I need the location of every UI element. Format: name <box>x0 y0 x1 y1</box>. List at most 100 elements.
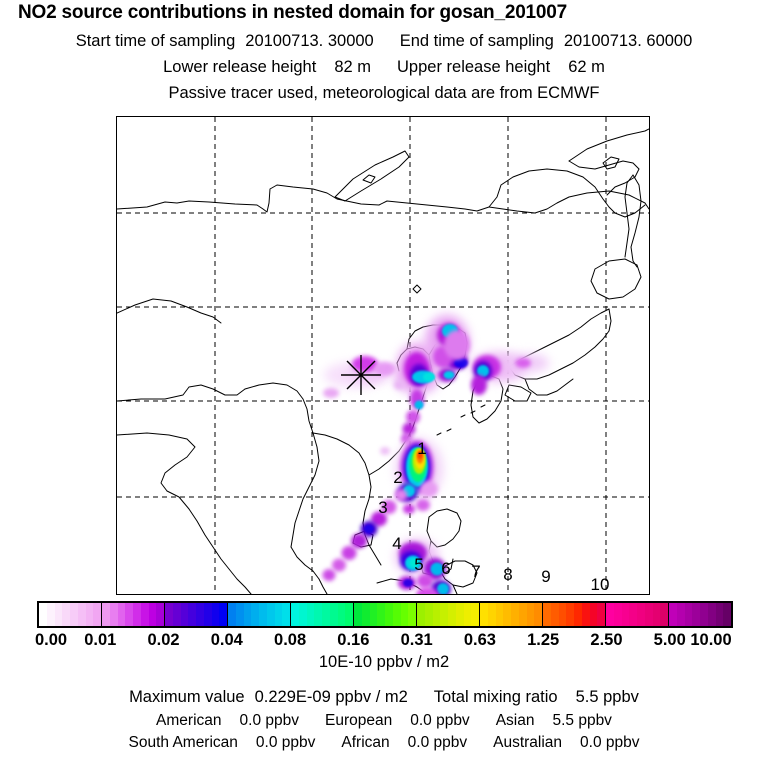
colorbar-band-1-2 <box>117 603 126 626</box>
colorbar-band-4-7 <box>345 603 353 626</box>
colorbar-band-3-0 <box>228 603 236 626</box>
region-value-australian: 0.0 ppbv <box>580 734 640 751</box>
colorbar-band-5-5 <box>392 603 401 626</box>
colorbar-band-2-5 <box>203 603 212 626</box>
colorbar-band-2-0 <box>165 603 173 626</box>
colorbar-tick-9: 2.50 <box>590 631 623 649</box>
colorbar-band-6-2 <box>432 603 441 626</box>
colorbar-tick-8: 1.25 <box>527 631 560 649</box>
colorbar-band-3-6 <box>274 603 283 626</box>
colorbar-band-5-3 <box>377 603 385 626</box>
colorbar-band-8-7 <box>597 603 605 626</box>
colorbar-band-3-3 <box>251 603 259 626</box>
colorbar-band-10-1 <box>676 603 685 626</box>
colorbar-band-1-5 <box>140 603 149 626</box>
max-value-value: 0.229E-09 ppbv / m2 <box>254 688 408 706</box>
page-title: NO2 source contributions in nested domai… <box>18 2 568 23</box>
colorbar-band-9-7 <box>660 603 668 626</box>
colorbar-band-10-3 <box>692 603 700 626</box>
colorbar-band-10-2 <box>684 603 693 626</box>
trajectory-label-1: 1 <box>417 439 427 458</box>
trajectory-label-8: 8 <box>503 565 513 584</box>
colorbar-band-6-5 <box>455 603 464 626</box>
region-value-american: 0.0 ppbv <box>239 712 299 729</box>
trajectory-label-6: 6 <box>441 559 451 578</box>
colorbar-band-10-7 <box>723 603 731 626</box>
region-label-asian: Asian <box>495 712 535 729</box>
colorbar-band-1-6 <box>148 603 157 626</box>
trajectory-label-5: 5 <box>414 555 424 574</box>
colorbar-band-1-1 <box>109 603 118 626</box>
colorbar-band-4-0 <box>291 603 299 626</box>
colorbar-band-7-6 <box>526 603 535 626</box>
colorbar-segment-5 <box>354 603 417 626</box>
colorbar-band-0-3 <box>62 603 70 626</box>
region-value-asian: 5.5 ppbv <box>552 712 612 729</box>
colorbar-band-0-6 <box>85 603 94 626</box>
colorbar-band-2-3 <box>188 603 196 626</box>
colorbar-band-8-6 <box>589 603 598 626</box>
colorbar-band-10-6 <box>715 603 724 626</box>
colorbar-band-4-2 <box>306 603 315 626</box>
region-label-european: European <box>324 712 393 729</box>
colorbar-band-5-0 <box>354 603 362 626</box>
colorbar-band-7-5 <box>518 603 527 626</box>
colorbar-band-0-4 <box>70 603 78 626</box>
colorbar-segment-2 <box>165 603 228 626</box>
colorbar-tick-1: 0.01 <box>84 631 117 649</box>
colorbar-tick-3: 0.04 <box>210 631 243 649</box>
colorbar-band-1-0 <box>102 603 110 626</box>
colorbar-band-4-3 <box>314 603 322 626</box>
colorbar-band-1-7 <box>156 603 164 626</box>
receptor-star-icon <box>341 355 381 395</box>
end-time-label: End time of sampling <box>399 32 554 50</box>
colorbar-band-2-6 <box>211 603 220 626</box>
release-height-row: Lower release height 82 m Upper release he… <box>0 58 768 77</box>
colorbar-band-0-1 <box>46 603 55 626</box>
colorbar-band-3-4 <box>259 603 267 626</box>
colorbar-band-2-1 <box>172 603 181 626</box>
colorbar-band-4-6 <box>337 603 346 626</box>
colorbar-band-6-6 <box>463 603 472 626</box>
colorbar-band-6-1 <box>424 603 433 626</box>
colorbar-segment-6 <box>417 603 480 626</box>
upper-release-height-value: 62 m <box>568 58 605 76</box>
colorbar-band-6-7 <box>471 603 479 626</box>
colorbar-band-7-1 <box>487 603 496 626</box>
colorbar-band-10-0 <box>669 603 677 626</box>
colorbar-band-8-1 <box>550 603 559 626</box>
colorbar-band-9-4 <box>637 603 645 626</box>
colorbar-tick-labels: 0.00 0.01 0.02 0.04 0.08 0.16 0.31 0.63 1.25 2.50… <box>0 631 768 653</box>
colorbar-band-6-0 <box>417 603 425 626</box>
trajectory-label-10: 10 <box>590 575 610 594</box>
start-time-label: Start time of sampling <box>75 32 236 50</box>
colorbar-band-0-0 <box>39 603 47 626</box>
colorbar-band-10-4 <box>700 603 708 626</box>
colorbar-band-8-5 <box>581 603 590 626</box>
colorbar-band-5-2 <box>369 603 378 626</box>
colorbar-segment-0 <box>39 603 102 626</box>
colorbar <box>37 601 733 628</box>
colorbar-band-3-5 <box>266 603 275 626</box>
colorbar-band-0-2 <box>54 603 63 626</box>
colorbar-tick-5: 0.16 <box>337 631 370 649</box>
colorbar-band-7-0 <box>480 603 488 626</box>
colorbar-band-5-6 <box>400 603 409 626</box>
start-time-value: 20100713. 30000 <box>245 32 374 50</box>
trajectory-label-2: 2 <box>393 468 403 487</box>
colorbar-tick-0: 0.00 <box>34 631 68 649</box>
map-panel: 1 2 3 4 5 6 7 8 9 10 <box>116 116 650 595</box>
colorbar-band-10-5 <box>707 603 716 626</box>
colorbar-band-8-2 <box>558 603 567 626</box>
colorbar-band-9-5 <box>644 603 653 626</box>
stats-row-regions-2: South American 0.0 ppbv African 0.0 ppbv Aus… <box>0 734 768 752</box>
colorbar-segment-3 <box>228 603 291 626</box>
colorbar-band-7-2 <box>495 603 504 626</box>
colorbar-band-3-7 <box>282 603 290 626</box>
sampling-time-row: Start time of sampling 20100713. 30000 End… <box>0 32 768 51</box>
region-label-african: African <box>341 734 390 751</box>
colorbar-tick-11: 10.00 <box>690 631 732 649</box>
trajectory-label-3: 3 <box>378 498 388 517</box>
colorbar-band-2-4 <box>196 603 204 626</box>
